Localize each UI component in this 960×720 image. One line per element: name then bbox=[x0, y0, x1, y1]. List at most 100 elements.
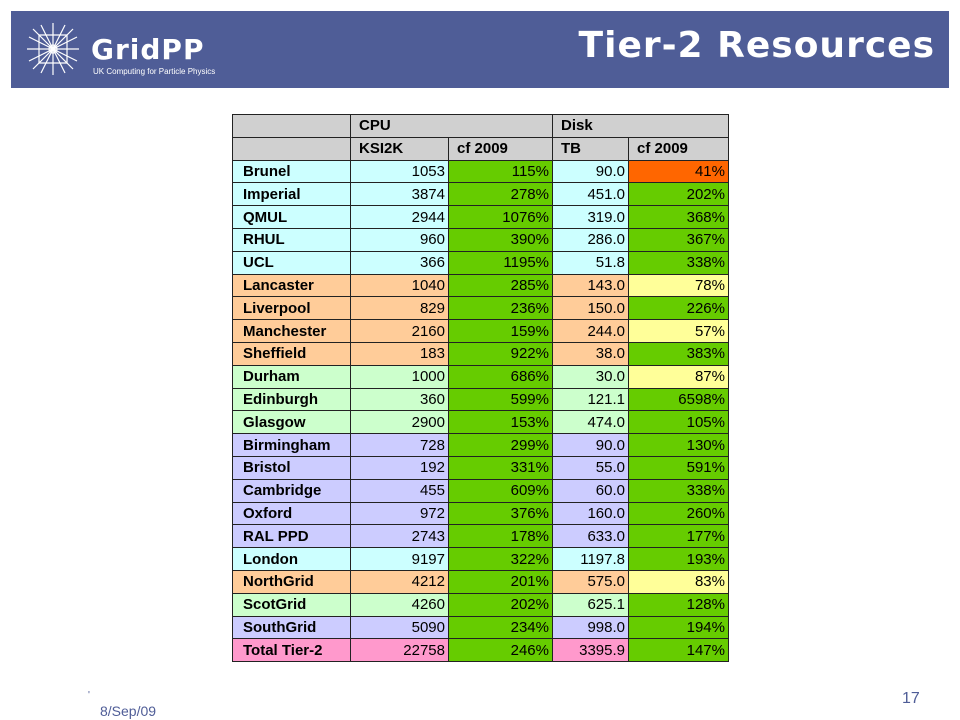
table-row: Lancaster 1040 285% 143.0 78% bbox=[232, 273, 729, 298]
site-name-cell: UCL bbox=[232, 250, 351, 275]
slide-header: GridPP UK Computing for Particle Physics… bbox=[11, 11, 949, 88]
site-name-cell: Brunel bbox=[232, 159, 351, 184]
site-name-cell: Oxford bbox=[232, 501, 351, 526]
cpu-cf-cell: 609% bbox=[448, 478, 553, 503]
cpu-cf-cell: 299% bbox=[448, 433, 553, 457]
cpu-cf-cell: 159% bbox=[448, 319, 553, 343]
group-header-row: CPU Disk bbox=[232, 114, 729, 138]
footer-tick: ' bbox=[88, 690, 90, 701]
table-row: Durham 1000 686% 30.0 87% bbox=[232, 364, 729, 389]
ksi2k-cell: 360 bbox=[350, 387, 449, 412]
tb-cell: 90.0 bbox=[552, 159, 629, 184]
tb-cell: 30.0 bbox=[552, 364, 629, 389]
disk-cf-cell: 338% bbox=[628, 250, 729, 275]
site-name-cell: RHUL bbox=[232, 227, 351, 252]
site-name-cell: Durham bbox=[232, 364, 351, 389]
cpu-cf-cell: 115% bbox=[448, 159, 553, 184]
tb-cell: 998.0 bbox=[552, 615, 629, 640]
table-row: NorthGrid 4212 201% 575.0 83% bbox=[232, 569, 729, 594]
disk-cf-cell: 147% bbox=[628, 638, 729, 663]
page-number: 17 bbox=[902, 690, 920, 707]
cpu-cf-cell: 390% bbox=[448, 227, 553, 252]
disk-cf-cell: 194% bbox=[628, 615, 729, 640]
table-row: Birmingham 728 299% 90.0 130% bbox=[232, 433, 729, 457]
ksi2k-cell: 9197 bbox=[350, 547, 449, 571]
disk-cf-cell: 6598% bbox=[628, 387, 729, 412]
ksi2k-cell: 3874 bbox=[350, 182, 449, 207]
cpu-cf-cell: 1195% bbox=[448, 250, 553, 275]
tb-header: TB bbox=[552, 136, 629, 161]
cpu-cf-cell: 201% bbox=[448, 569, 553, 594]
disk-cf-cell: 260% bbox=[628, 501, 729, 526]
disk-cf-cell: 202% bbox=[628, 182, 729, 207]
table-row: UCL 366 1195% 51.8 338% bbox=[232, 250, 729, 275]
table-row: RAL PPD 2743 178% 633.0 177% bbox=[232, 524, 729, 549]
ksi2k-cell: 829 bbox=[350, 296, 449, 321]
cpu-cf-cell: 202% bbox=[448, 592, 553, 617]
ksi2k-cell: 2160 bbox=[350, 319, 449, 343]
cpu-cf-cell: 178% bbox=[448, 524, 553, 549]
site-name-cell: London bbox=[232, 547, 351, 571]
disk-cf-cell: 383% bbox=[628, 341, 729, 366]
ksi2k-cell: 366 bbox=[350, 250, 449, 275]
disk-cf-cell: 177% bbox=[628, 524, 729, 549]
tb-cell: 286.0 bbox=[552, 227, 629, 252]
site-name-cell: Birmingham bbox=[232, 433, 351, 457]
table-row: Glasgow 2900 153% 474.0 105% bbox=[232, 410, 729, 435]
ksi2k-cell: 728 bbox=[350, 433, 449, 457]
cpu-cf-cell: 285% bbox=[448, 273, 553, 298]
tb-cell: 319.0 bbox=[552, 205, 629, 229]
site-name-cell: Total Tier-2 bbox=[232, 638, 351, 663]
site-name-cell: NorthGrid bbox=[232, 569, 351, 594]
cpu-cf-cell: 599% bbox=[448, 387, 553, 412]
disk-cf-cell: 128% bbox=[628, 592, 729, 617]
table-row: Imperial 3874 278% 451.0 202% bbox=[232, 182, 729, 207]
disk-cf-cell: 130% bbox=[628, 433, 729, 457]
tb-cell: 143.0 bbox=[552, 273, 629, 298]
disk-cf-header: cf 2009 bbox=[628, 136, 729, 161]
sub-header-row: KSI2K cf 2009 TB cf 2009 bbox=[232, 136, 729, 161]
logo-subtitle: UK Computing for Particle Physics bbox=[93, 67, 216, 76]
cpu-cf-cell: 322% bbox=[448, 547, 553, 571]
disk-cf-cell: 41% bbox=[628, 159, 729, 184]
table-row: Oxford 972 376% 160.0 260% bbox=[232, 501, 729, 526]
slide-title: Tier-2 Resources bbox=[578, 25, 935, 66]
ksi2k-cell: 972 bbox=[350, 501, 449, 526]
disk-cf-cell: 591% bbox=[628, 455, 729, 480]
table-row: ScotGrid 4260 202% 625.1 128% bbox=[232, 592, 729, 617]
cpu-cf-cell: 331% bbox=[448, 455, 553, 480]
site-name-cell: Liverpool bbox=[232, 296, 351, 321]
ksi2k-cell: 2944 bbox=[350, 205, 449, 229]
cpu-cf-cell: 376% bbox=[448, 501, 553, 526]
site-name-cell: ScotGrid bbox=[232, 592, 351, 617]
site-name-cell: Bristol bbox=[232, 455, 351, 480]
site-name-cell: Glasgow bbox=[232, 410, 351, 435]
ksi2k-cell: 22758 bbox=[350, 638, 449, 663]
tb-cell: 160.0 bbox=[552, 501, 629, 526]
table-row: Liverpool 829 236% 150.0 226% bbox=[232, 296, 729, 321]
tb-cell: 150.0 bbox=[552, 296, 629, 321]
cpu-cf-cell: 278% bbox=[448, 182, 553, 207]
table-row: Edinburgh 360 599% 121.1 6598% bbox=[232, 387, 729, 412]
tb-cell: 121.1 bbox=[552, 387, 629, 412]
ksi2k-cell: 1040 bbox=[350, 273, 449, 298]
ksi2k-cell: 5090 bbox=[350, 615, 449, 640]
cpu-cf-header: cf 2009 bbox=[448, 136, 553, 161]
ksi2k-cell: 183 bbox=[350, 341, 449, 366]
tb-cell: 625.1 bbox=[552, 592, 629, 617]
site-name-cell: Imperial bbox=[232, 182, 351, 207]
cpu-cf-cell: 686% bbox=[448, 364, 553, 389]
table-row: Bristol 192 331% 55.0 591% bbox=[232, 455, 729, 480]
resources-table-wrapper: CPU Disk KSI2K cf 2009 TB cf 2009 Brunel… bbox=[232, 114, 729, 663]
disk-cf-cell: 83% bbox=[628, 569, 729, 594]
ksi2k-cell: 960 bbox=[350, 227, 449, 252]
tb-cell: 51.8 bbox=[552, 250, 629, 275]
ksi2k-cell: 192 bbox=[350, 455, 449, 480]
disk-cf-cell: 87% bbox=[628, 364, 729, 389]
tb-cell: 244.0 bbox=[552, 319, 629, 343]
table-row: SouthGrid 5090 234% 998.0 194% bbox=[232, 615, 729, 640]
site-name-cell: Manchester bbox=[232, 319, 351, 343]
disk-cf-cell: 226% bbox=[628, 296, 729, 321]
tb-cell: 60.0 bbox=[552, 478, 629, 503]
site-name-cell: Sheffield bbox=[232, 341, 351, 366]
